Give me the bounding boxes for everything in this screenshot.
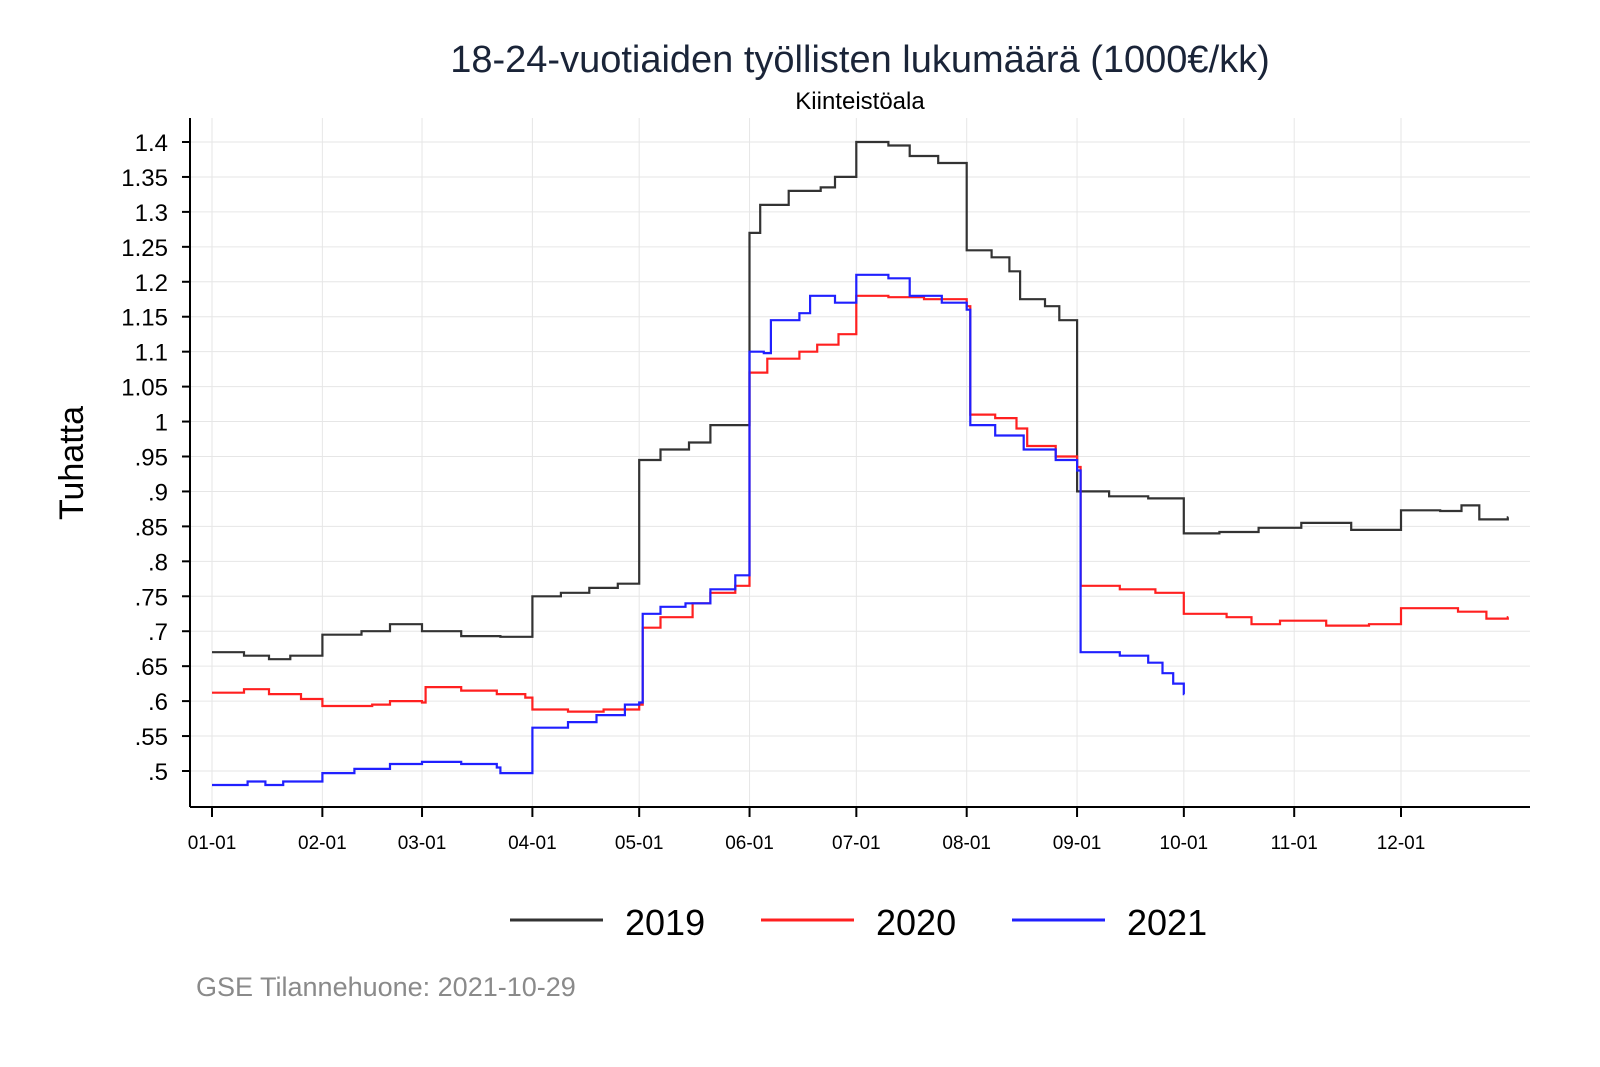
x-tick-label: 12-01 [1377,833,1426,854]
y-tick-label: 1.3 [135,200,168,227]
legend-label-2020: 2020 [876,902,956,943]
x-tick-label: 11-01 [1271,833,1318,854]
y-tick-label: 1 [155,410,168,437]
y-tick-label: .8 [148,549,168,576]
y-tick-label: 1.15 [121,305,168,332]
x-tick-label: 05-01 [615,833,664,854]
y-tick-label: 1.25 [121,235,168,262]
series-line-2021 [212,273,1185,787]
source-note: GSE Tilannehuone: 2021-10-29 [196,972,576,1002]
legend-label-2019: 2019 [625,902,705,943]
x-tick-label: 08-01 [942,833,991,854]
x-axis-ticks: 01-01 02-01 03-01 04-01 05-01 06-01 07-01 08-01… [188,807,1426,854]
y-tick-label: 1.1 [135,340,168,367]
y-tick-label: .85 [135,514,168,541]
y-tick-label: 1.4 [135,130,168,157]
y-tick-label: 1.05 [121,375,168,402]
y-tick-label: .5 [148,759,168,786]
y-tick-label: .75 [135,584,168,611]
x-tick-label: 06-01 [725,833,774,854]
y-tick-label: .7 [148,619,168,646]
x-tick-label: 09-01 [1053,833,1102,854]
series-lines [212,140,1509,787]
series-line-2019 [212,140,1509,661]
y-tick-label: 1.35 [121,165,168,192]
legend-label-2021: 2021 [1127,902,1207,943]
y-tick-label: .6 [148,689,168,716]
y-axis-ticks: 1.4 1.35 1.3 1.25 1.2 1.15 1.1 1.05 1 .95 .9 .85 .8.… [121,130,190,786]
y-tick-label: .55 [135,724,168,751]
x-tick-label: 02-01 [298,833,347,854]
legend: 2019 2020 2021 [510,902,1207,943]
x-tick-label: 10-01 [1160,833,1209,854]
chart-subtitle: Kiinteistöala [795,88,925,115]
y-tick-label: .95 [135,445,168,472]
x-tick-label: 03-01 [398,833,447,854]
series-line-2020 [212,294,1509,713]
y-tick-label: 1.2 [135,270,168,297]
chart-title: 18-24-vuotiaiden työllisten lukumäärä (1… [450,39,1270,81]
x-tick-label: 04-01 [508,833,557,854]
x-tick-label: 07-01 [832,833,881,854]
x-tick-label: 01-01 [188,833,237,854]
y-axis-label: Tuhatta [53,406,91,520]
y-tick-label: .9 [148,479,168,506]
y-tick-label: .65 [135,654,168,681]
